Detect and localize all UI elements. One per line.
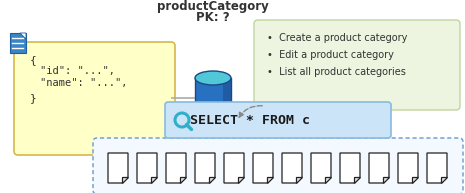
- Polygon shape: [369, 153, 389, 183]
- Polygon shape: [282, 153, 302, 183]
- Polygon shape: [441, 177, 447, 183]
- Bar: [223, 78, 231, 130]
- Ellipse shape: [195, 123, 231, 137]
- Polygon shape: [354, 177, 360, 183]
- Text: •  Create a product category: • Create a product category: [267, 33, 407, 43]
- Polygon shape: [340, 153, 360, 183]
- Polygon shape: [151, 177, 157, 183]
- Polygon shape: [311, 153, 331, 183]
- Polygon shape: [253, 153, 273, 183]
- FancyBboxPatch shape: [14, 42, 175, 155]
- FancyArrowPatch shape: [239, 106, 262, 117]
- Text: productCategory: productCategory: [157, 0, 269, 13]
- Polygon shape: [224, 153, 244, 183]
- Polygon shape: [209, 177, 215, 183]
- FancyBboxPatch shape: [93, 138, 463, 193]
- Text: "id": "...",: "id": "...",: [40, 66, 115, 76]
- Text: SELECT * FROM c: SELECT * FROM c: [190, 113, 310, 126]
- Polygon shape: [20, 33, 26, 39]
- Text: PK: ?: PK: ?: [196, 11, 230, 24]
- Polygon shape: [412, 177, 418, 183]
- Polygon shape: [267, 177, 273, 183]
- Polygon shape: [108, 153, 128, 183]
- Polygon shape: [398, 153, 418, 183]
- Polygon shape: [238, 177, 244, 183]
- Bar: [195, 78, 231, 130]
- Polygon shape: [427, 153, 447, 183]
- Polygon shape: [296, 177, 302, 183]
- Text: •  List all product categories: • List all product categories: [267, 67, 406, 77]
- FancyBboxPatch shape: [254, 20, 460, 110]
- Text: {: {: [30, 55, 37, 65]
- Polygon shape: [137, 153, 157, 183]
- FancyBboxPatch shape: [165, 102, 391, 138]
- Text: }: }: [30, 93, 37, 103]
- Text: "name": "...",: "name": "...",: [40, 78, 127, 88]
- Text: •  Edit a product category: • Edit a product category: [267, 50, 394, 60]
- Polygon shape: [325, 177, 331, 183]
- Polygon shape: [180, 177, 186, 183]
- Ellipse shape: [195, 71, 231, 85]
- Polygon shape: [10, 33, 26, 53]
- Polygon shape: [122, 177, 128, 183]
- Polygon shape: [166, 153, 186, 183]
- Polygon shape: [195, 153, 215, 183]
- Polygon shape: [383, 177, 389, 183]
